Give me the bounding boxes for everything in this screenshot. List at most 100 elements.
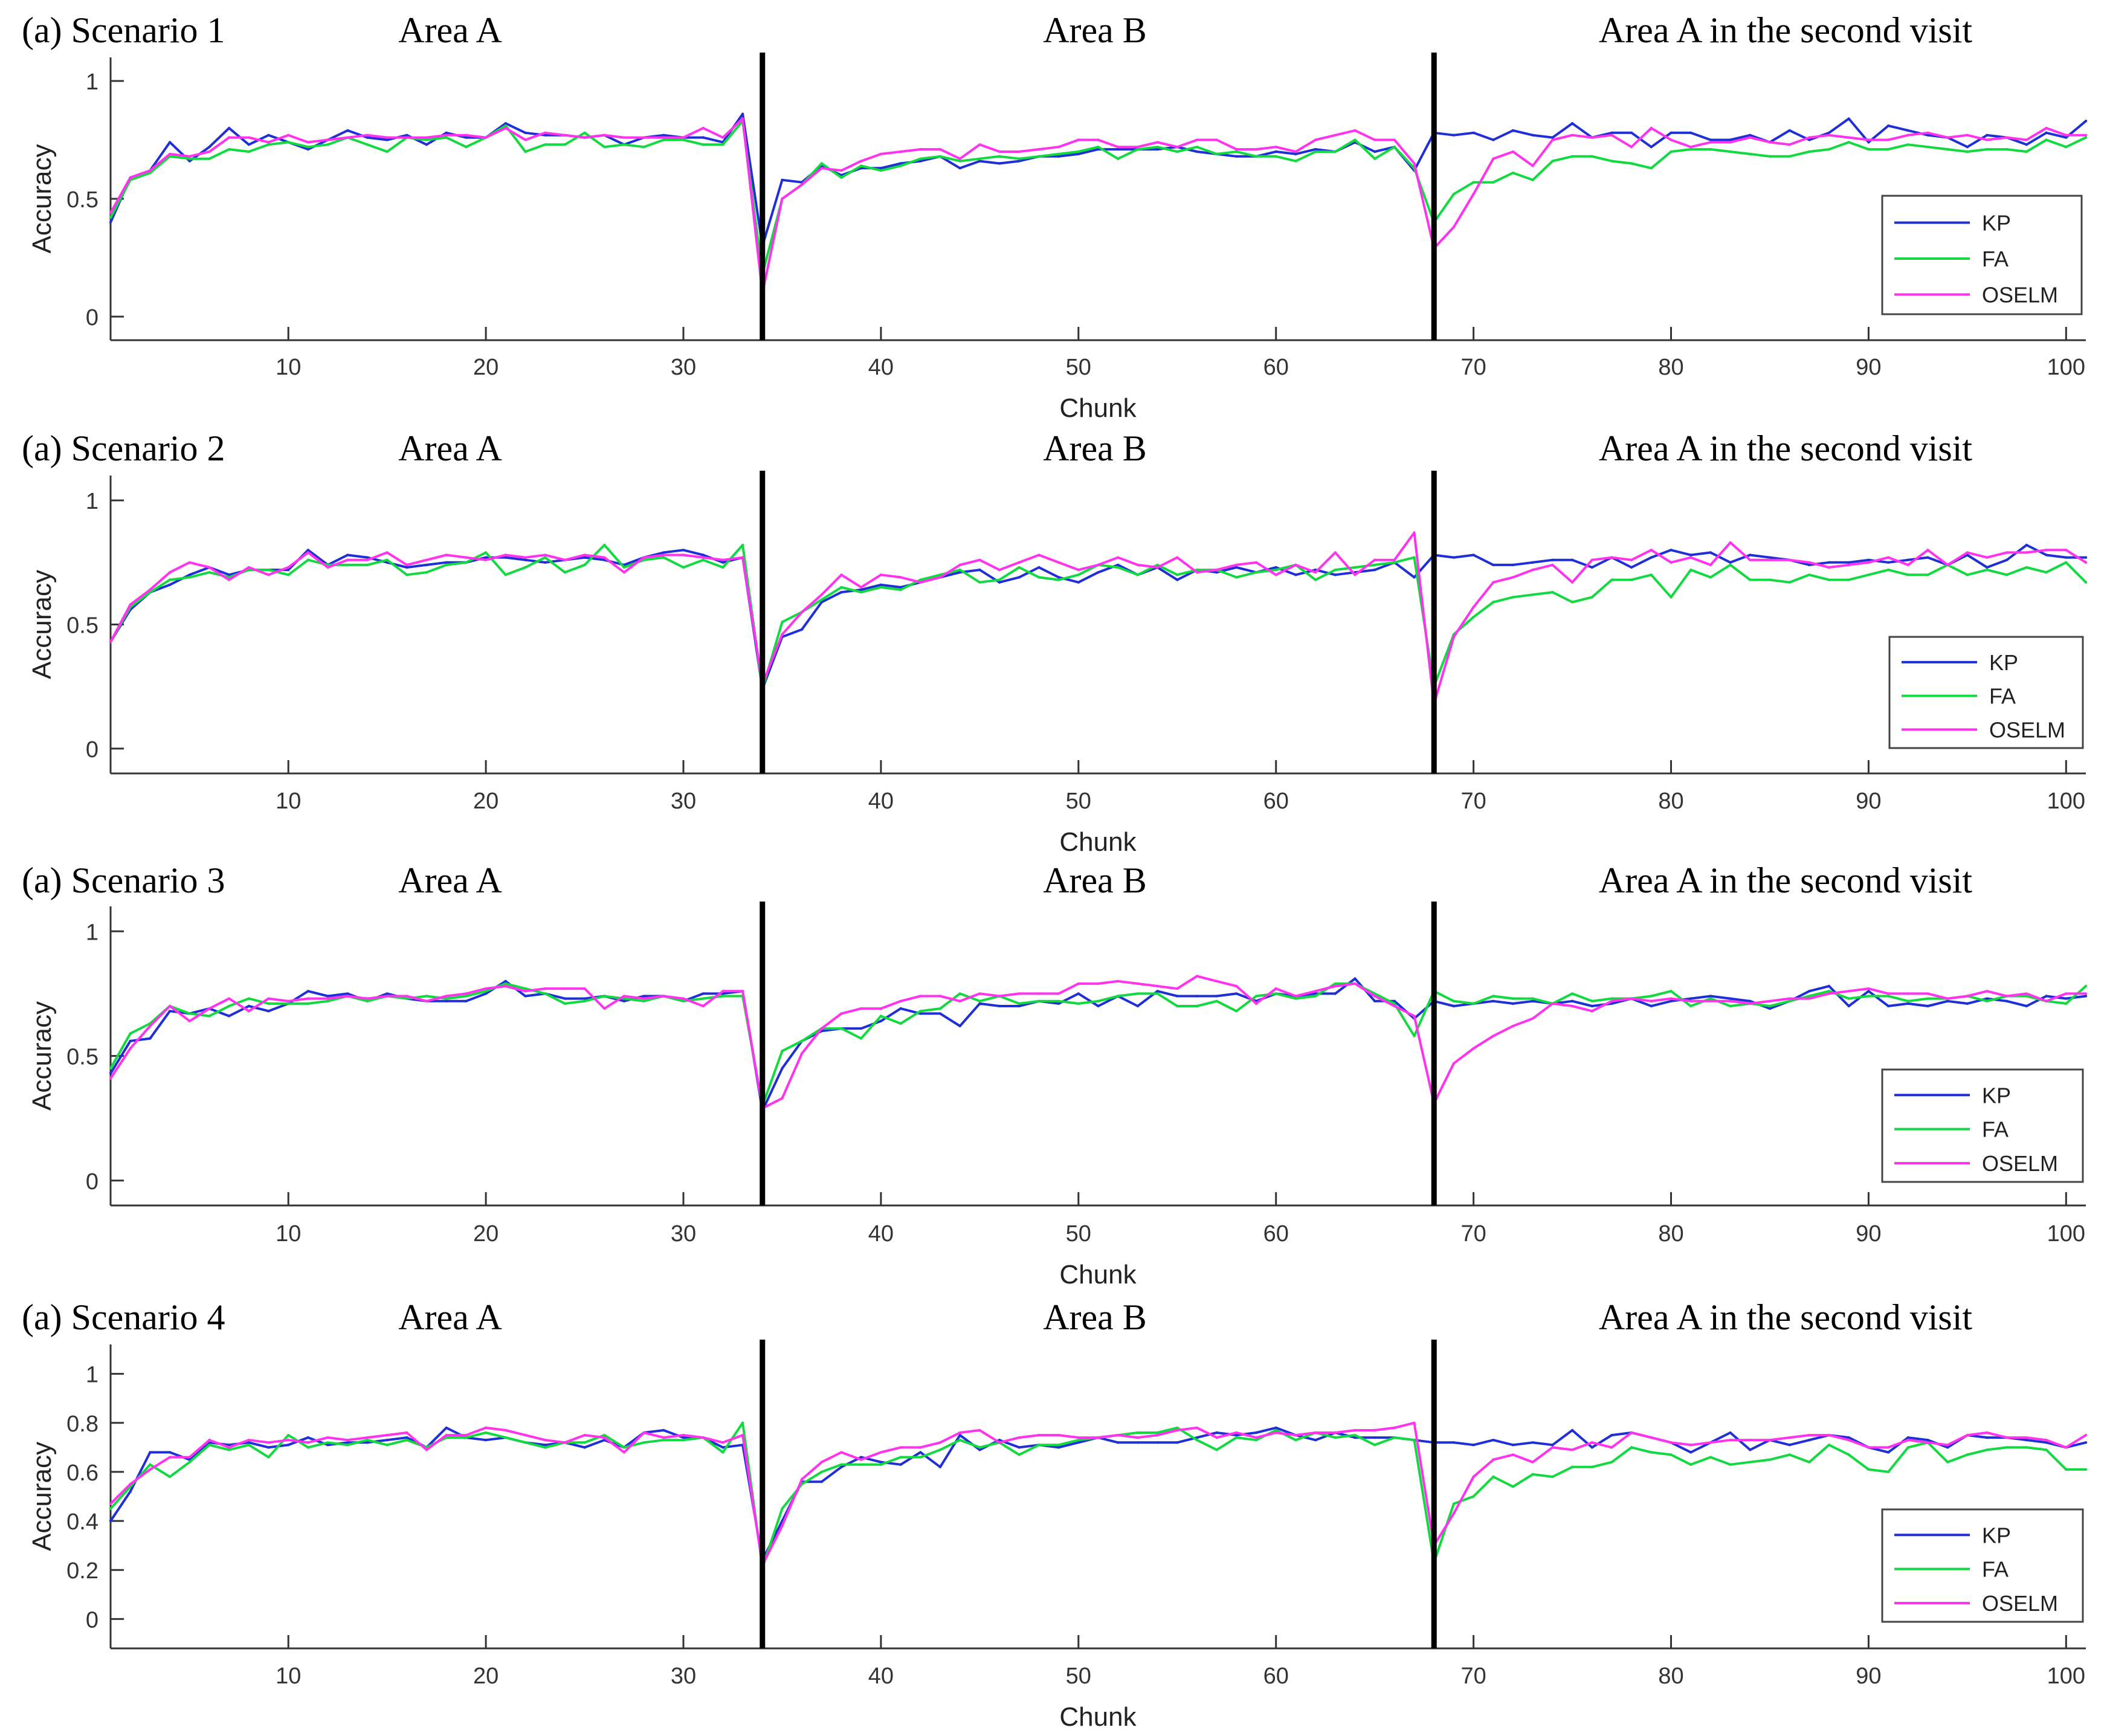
data-point: [149, 1468, 152, 1471]
data-point: [1867, 558, 1870, 561]
data-point: [1117, 995, 1120, 998]
data-point: [1788, 155, 1791, 158]
data-point: [879, 167, 883, 170]
data-point: [1946, 999, 1949, 1003]
legend-label-oselm: OSELM: [1982, 1591, 2058, 1616]
data-point: [2065, 1002, 2068, 1005]
data-point: [860, 586, 863, 589]
data-point: [1294, 563, 1297, 567]
data-point: [1077, 982, 1080, 986]
data-point: [1906, 573, 1909, 576]
data-point: [149, 169, 152, 172]
data-point: [168, 141, 172, 144]
data-point: [1610, 1002, 1613, 1005]
data-point: [1117, 556, 1120, 559]
data-point: [583, 556, 586, 559]
data-point: [1156, 1441, 1159, 1444]
data-point: [1650, 999, 1653, 1003]
data-point: [622, 566, 626, 569]
data-point: [1610, 1446, 1613, 1449]
data-point: [1926, 131, 1929, 134]
data-point: [1176, 556, 1179, 559]
data-point: [405, 573, 408, 576]
data-point: [1650, 1436, 1653, 1439]
data-point: [741, 990, 744, 993]
data-point: [1906, 1002, 1909, 1005]
x-tick-label: 80: [1658, 1663, 1683, 1689]
data-point: [1551, 558, 1554, 561]
data-point: [978, 157, 981, 160]
data-point: [306, 147, 310, 151]
region-label: Area A in the second visit: [1599, 428, 1973, 468]
data-point: [2065, 992, 2068, 995]
data-point: [1393, 558, 1396, 561]
data-point: [879, 573, 883, 576]
data-point: [622, 136, 626, 139]
data-point: [1689, 999, 1692, 1003]
data-point: [504, 124, 507, 127]
data-point: [1176, 987, 1179, 990]
data-point: [1551, 1475, 1554, 1479]
data-point: [504, 982, 507, 986]
data-point: [1729, 138, 1732, 141]
data-point: [1926, 146, 1929, 149]
data-point: [208, 146, 211, 149]
data-point: [1492, 581, 1495, 584]
data-point: [1986, 138, 1989, 141]
data-point: [287, 1444, 290, 1447]
data-point: [2025, 150, 2028, 153]
data-point: [1749, 1448, 1752, 1451]
data-point: [1334, 1431, 1337, 1434]
data-point: [208, 1444, 211, 1447]
data-point: [1946, 563, 1949, 567]
chart-panel-4: (a) Scenario 4 Area A Area B Area A in the …: [22, 1297, 2088, 1732]
data-point: [879, 1015, 883, 1018]
data-point: [1393, 999, 1396, 1003]
data-point: [1630, 146, 1633, 149]
data-point: [919, 1451, 922, 1454]
data-point: [1808, 563, 1811, 567]
data-point: [247, 1444, 250, 1447]
x-tick-label: 90: [1856, 355, 1881, 380]
x-tick-label: 20: [473, 1663, 499, 1689]
data-point: [958, 167, 961, 170]
data-point: [1709, 1441, 1712, 1444]
data-point: [1729, 141, 1732, 144]
data-point: [2025, 1439, 2028, 1442]
region-label: Area A in the second visit: [1599, 10, 1973, 50]
data-point: [1215, 152, 1218, 156]
region-label: Area B: [1043, 860, 1147, 900]
data-point: [544, 1446, 547, 1449]
chart-panel-3: (a) Scenario 3 Area A Area B Area A in the …: [22, 860, 2088, 1289]
data-point: [1610, 131, 1613, 134]
data-point: [1018, 561, 1021, 564]
data-point: [1926, 134, 1929, 137]
data-point: [1511, 997, 1515, 1000]
data-point: [129, 1483, 132, 1486]
y-tick-label: 0.5: [66, 1045, 98, 1070]
data-point: [267, 997, 270, 1000]
data-point: [1986, 1448, 1989, 1451]
data-point: [860, 590, 863, 594]
data-point: [425, 558, 428, 561]
data-point: [2005, 558, 2009, 561]
data-point: [1314, 578, 1317, 581]
data-point: [445, 1426, 448, 1430]
data-point: [1946, 147, 1949, 151]
data-point: [1670, 596, 1673, 599]
data-point: [662, 995, 665, 998]
data-point: [1886, 556, 1890, 559]
data-point: [2065, 997, 2068, 1000]
data-point: [1749, 152, 1752, 156]
data-point: [583, 1446, 586, 1449]
data-point: [188, 576, 191, 579]
data-point: [1373, 1428, 1376, 1432]
data-point: [899, 999, 902, 1003]
data-point: [227, 1004, 231, 1008]
data-point: [1689, 1463, 1692, 1466]
data-point: [1590, 136, 1593, 139]
data-point: [168, 578, 172, 581]
data-point: [109, 1077, 112, 1080]
data-point: [1314, 147, 1317, 151]
data-point: [1590, 1446, 1593, 1449]
